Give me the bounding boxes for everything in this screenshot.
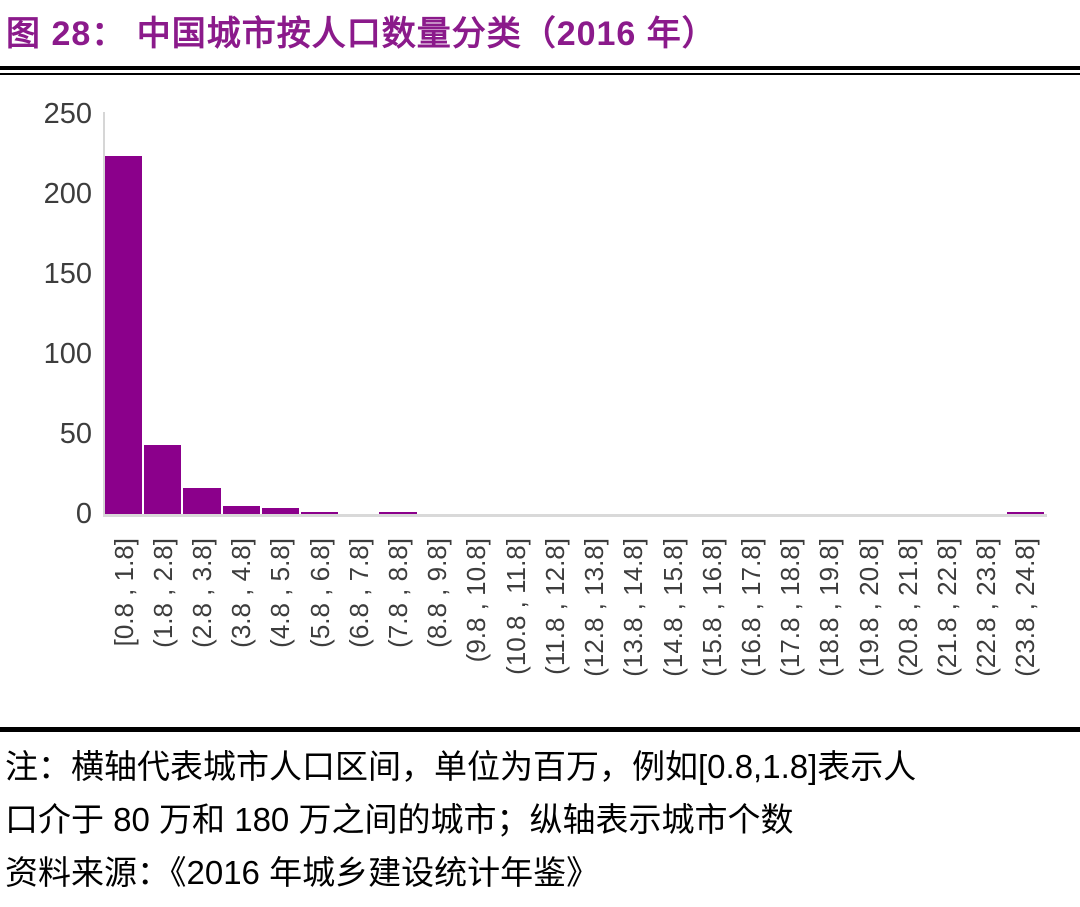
x-tick-label: (7.8 , 8.8]: [383, 538, 414, 648]
y-axis-line: [103, 112, 105, 515]
y-tick-label: 200: [43, 178, 92, 210]
x-tick-label: (16.8 , 17.8]: [735, 538, 766, 677]
x-tick-label: (15.8 , 16.8]: [696, 538, 727, 677]
note-line-1: 注：横轴代表城市人口区间，单位为百万，例如[0.8,1.8]表示人: [5, 748, 917, 785]
x-tick-label: (12.8 , 13.8]: [579, 538, 610, 677]
x-tick-label: (9.8 , 10.8]: [461, 538, 492, 663]
bar-(2.8 , 3.8]: [183, 488, 221, 514]
y-tick-label: 50: [59, 418, 92, 450]
x-tick-label: (6.8 , 7.8]: [343, 538, 374, 648]
bar-(1.8 , 2.8]: [144, 445, 182, 514]
x-tick-label: (22.8 , 23.8]: [971, 538, 1002, 677]
bar-(4.8 , 5.8]: [261, 507, 300, 514]
y-tick-label: 100: [43, 338, 92, 370]
x-tick-label: (13.8 , 14.8]: [618, 538, 649, 677]
bar-(3.8 , 4.8]: [222, 506, 260, 514]
figure-title: 图 28： 中国城市按人口数量分类（2016 年）: [6, 15, 717, 53]
bar-chart: 0 50 100 150 200 250 [0.8 , 1.8] (1.8 , 2.8] (2…: [0, 90, 1080, 730]
y-tick-label: 0: [75, 498, 92, 530]
x-tick-label: [0.8 , 1.8]: [108, 538, 139, 647]
x-tick-label: (3.8 , 4.8]: [226, 538, 257, 648]
title-divider: [0, 66, 1080, 75]
x-tick-label: (4.8 , 5.8]: [265, 538, 296, 648]
bar-[0.8 , 1.8]: [105, 155, 143, 514]
y-tick-label: 150: [43, 258, 92, 290]
x-tick-label: (18.8 , 19.8]: [814, 538, 845, 677]
x-tick-label: (14.8 , 15.8]: [657, 538, 688, 677]
x-tick-label: (2.8 , 3.8]: [187, 538, 218, 648]
x-tick-label: (5.8 , 6.8]: [304, 538, 335, 648]
x-tick-label: (23.8 , 24.8]: [1010, 538, 1041, 677]
note-divider: [0, 727, 1080, 732]
x-tick-label: (20.8 , 21.8]: [892, 538, 923, 677]
x-axis-line: [103, 514, 1047, 517]
x-tick-label: (11.8 , 12.8]: [539, 538, 570, 675]
x-tick-label: (1.8 , 2.8]: [147, 538, 178, 648]
note-line-2: 口介于 80 万和 180 万之间的城市；纵轴表示城市个数: [5, 801, 794, 838]
x-tick-label: (8.8 , 9.8]: [422, 538, 453, 648]
y-tick-label: 250: [43, 98, 92, 130]
x-tick-label: (19.8 , 20.8]: [853, 538, 884, 677]
bar-(23.8 , 24.8]: [1006, 512, 1044, 514]
bar-(7.8 , 8.8]: [379, 512, 417, 514]
note-line-3: 资料来源：《2016 年城乡建设统计年鉴》: [5, 854, 600, 891]
bar-(5.8 , 6.8]: [301, 512, 339, 514]
x-tick-label: (17.8 , 18.8]: [775, 538, 806, 677]
x-tick-label: (10.8 , 11.8]: [500, 538, 531, 675]
x-tick-label: (21.8 , 22.8]: [931, 538, 962, 677]
figure-note: 注：横轴代表城市人口区间，单位为百万，例如[0.8,1.8]表示人 口介于 80…: [5, 740, 1075, 899]
